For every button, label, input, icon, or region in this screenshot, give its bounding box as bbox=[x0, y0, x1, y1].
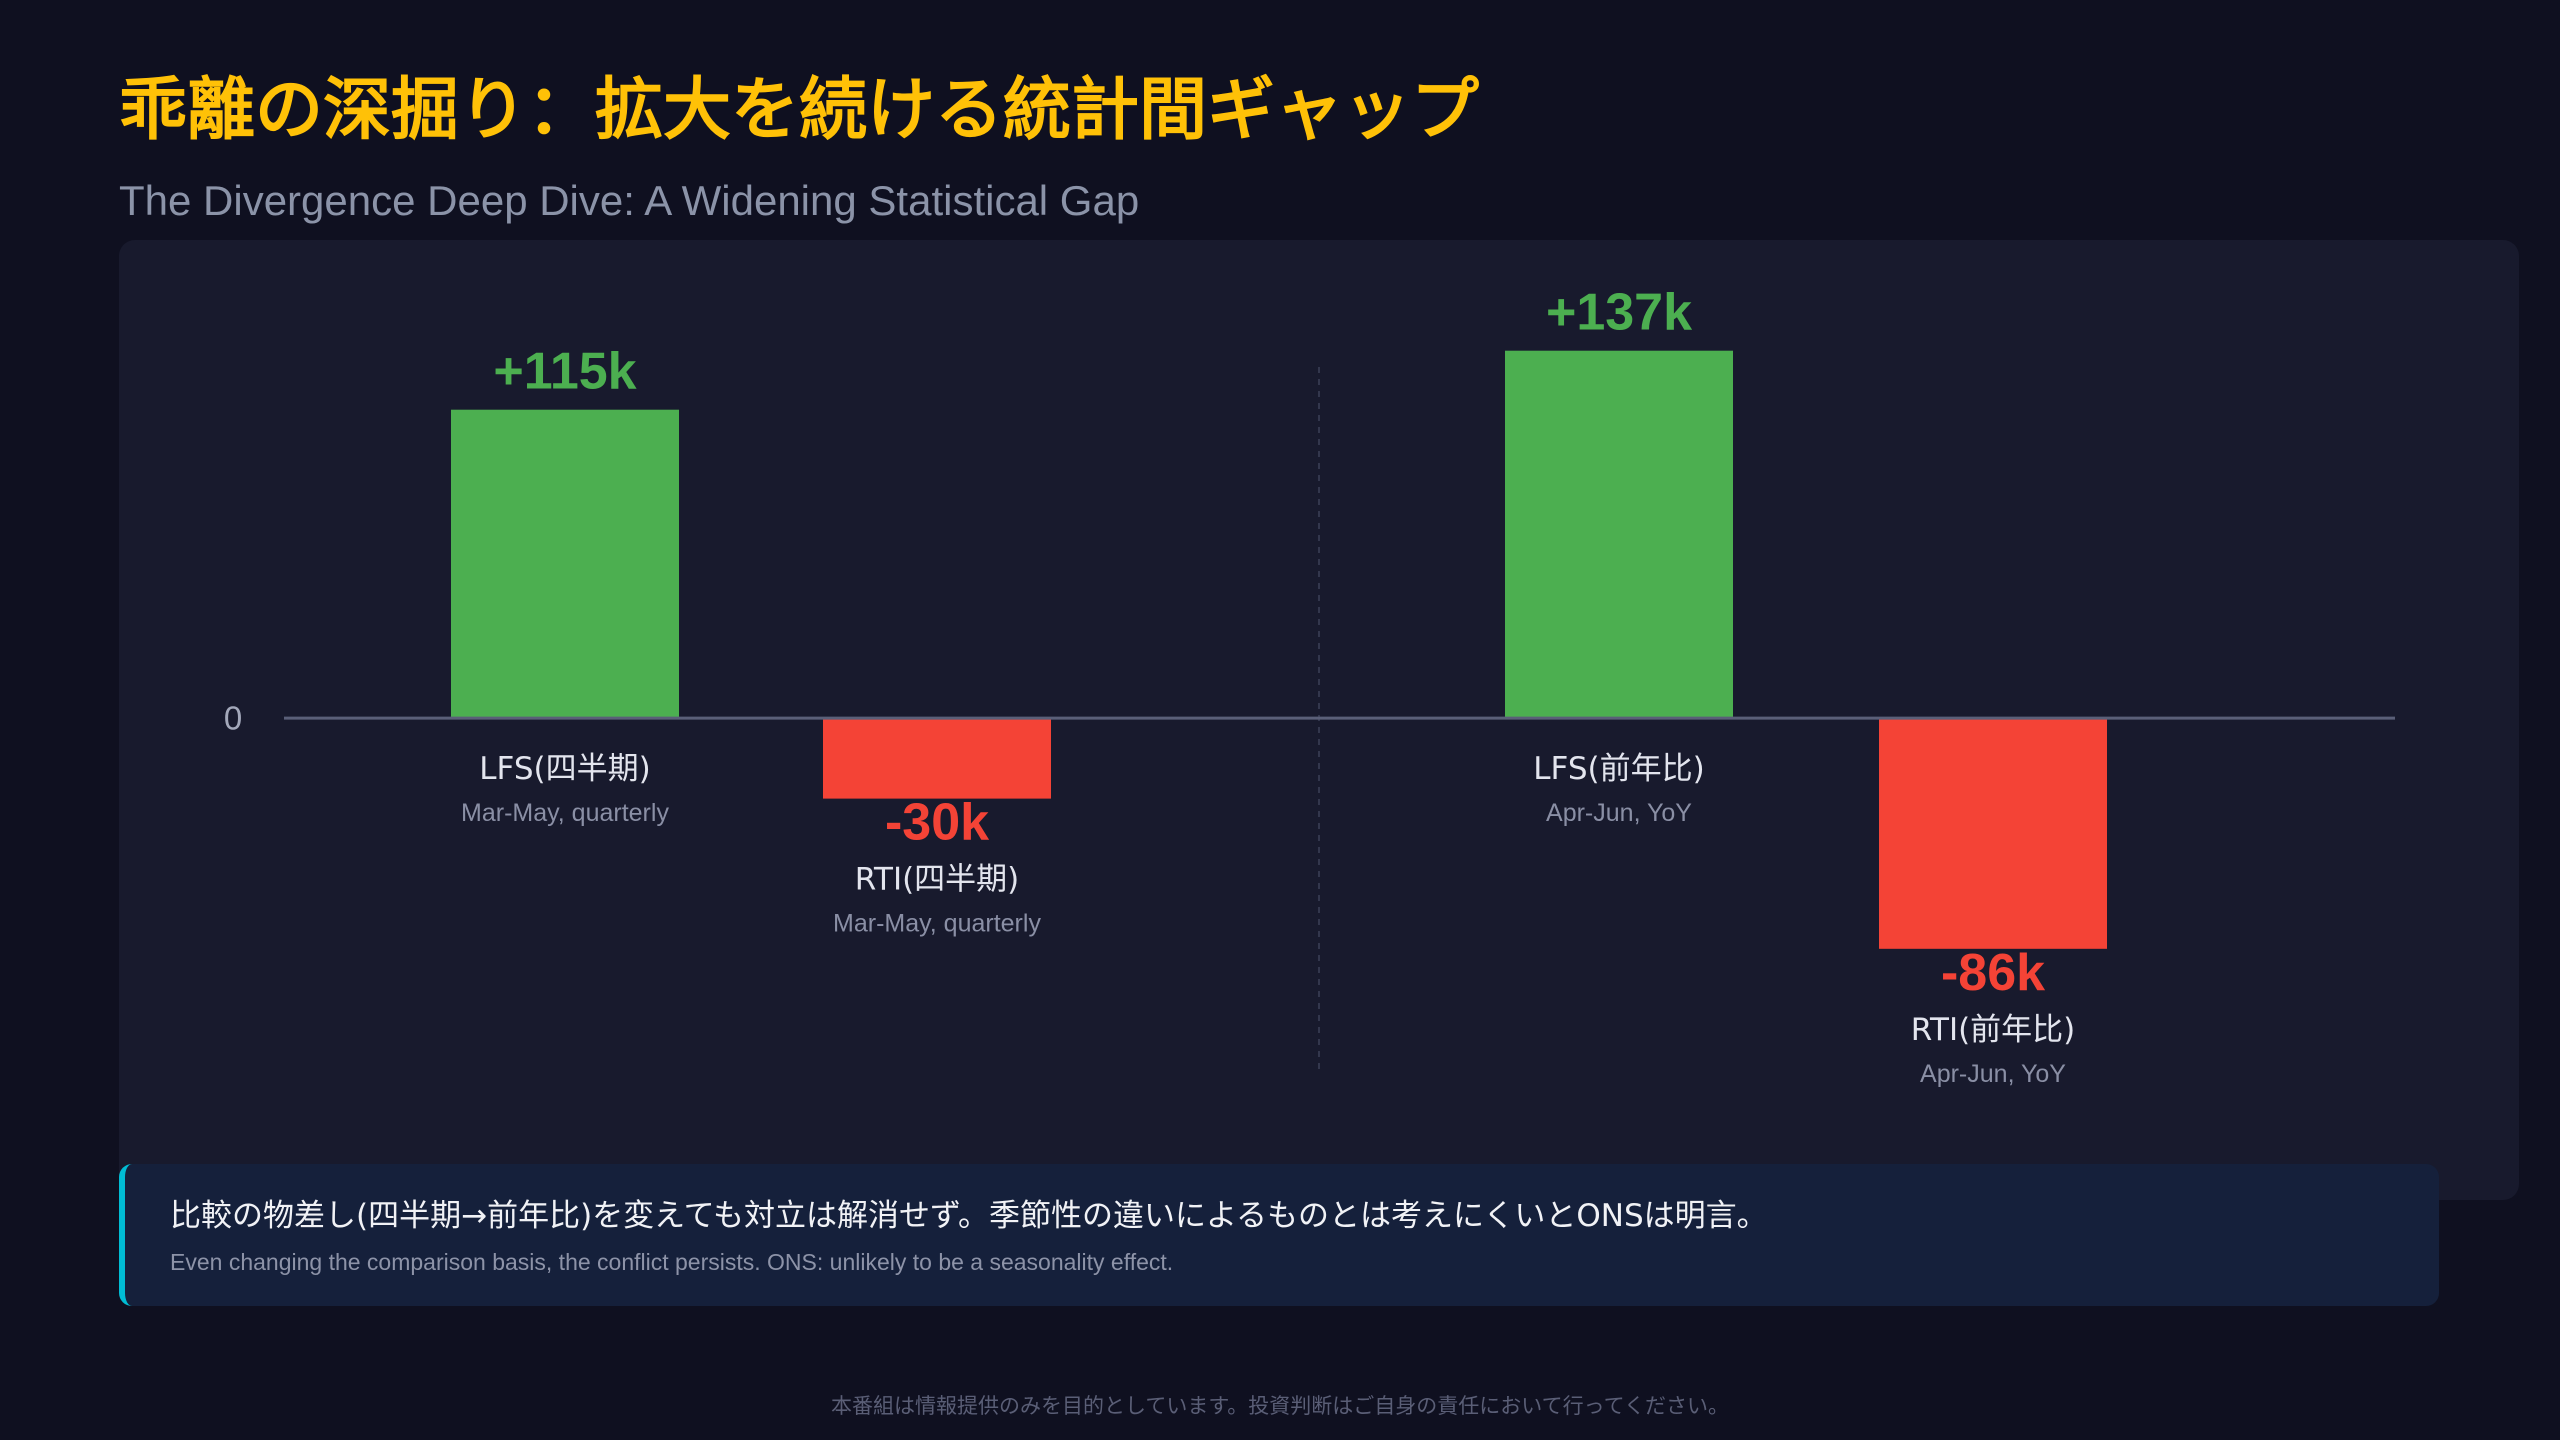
bar-value-label: +137k bbox=[1546, 284, 1692, 342]
disclaimer: 本番組は情報提供のみを目的としています。投資判断はご自身の責任において行ってくだ… bbox=[831, 1394, 1729, 1418]
note-text-ja: 比較の物差し(四半期→前年比)を変えても対立は解消せず。季節性の違いによるものと… bbox=[170, 1198, 1768, 1234]
divergence-bar-chart: 0 +115k LFS(四半期) Mar-May, quarterly -30k RTI(… bbox=[224, 284, 2395, 1088]
bar-category-label: RTI(四半期) bbox=[855, 862, 1020, 898]
bar-category-label: RTI(前年比) bbox=[1911, 1012, 2076, 1048]
note-text-en: Even changing the comparison basis, the … bbox=[170, 1249, 1174, 1275]
bar-value-label: +115k bbox=[493, 343, 636, 401]
bar-2 bbox=[823, 718, 1051, 799]
bar-4 bbox=[1879, 718, 2107, 949]
bar-value-label: -30k bbox=[885, 794, 989, 852]
callout-note: 比較の物差し(四半期→前年比)を変えても対立は解消せず。季節性の違いによるものと… bbox=[119, 1164, 2439, 1306]
bar-period-label: Mar-May, quarterly bbox=[833, 910, 1041, 938]
bar-period-label: Apr-Jun, YoY bbox=[1546, 799, 1692, 827]
bar-1 bbox=[451, 409, 679, 719]
bar-value-label: -86k bbox=[1941, 944, 2045, 1002]
bar-3 bbox=[1505, 350, 1733, 719]
bar-period-label: Apr-Jun, YoY bbox=[1920, 1060, 2066, 1088]
bar-category-label: LFS(前年比) bbox=[1533, 751, 1704, 787]
page-title: 乖離の深掘り：拡大を続ける統計間ギャップ bbox=[119, 71, 1480, 150]
page-subtitle: The Divergence Deep Dive: A Widening Sta… bbox=[119, 177, 1140, 224]
chart-panel: 0 +115k LFS(四半期) Mar-May, quarterly -30k RTI(… bbox=[119, 240, 2519, 1200]
y-tick-label: 0 bbox=[224, 700, 242, 737]
bar-period-label: Mar-May, quarterly bbox=[461, 799, 669, 827]
bar-category-label: LFS(四半期) bbox=[479, 751, 650, 787]
